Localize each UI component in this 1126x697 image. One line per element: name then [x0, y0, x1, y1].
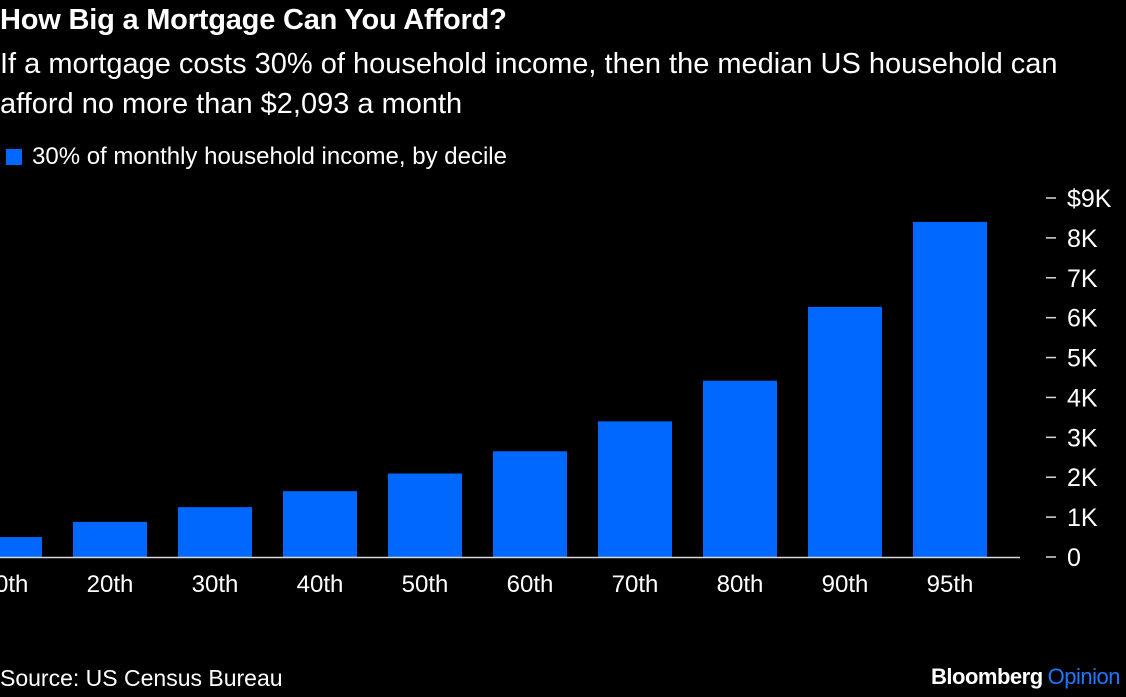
bar-95th — [913, 221, 987, 557]
bar-50th — [388, 473, 462, 557]
x-tick-label: 30th — [192, 571, 239, 598]
chart-title: How Big a Mortgage Can You Afford? — [0, 4, 507, 36]
bloomberg-opinion-logo: Bloomberg Opinion — [931, 664, 1120, 690]
x-tick-label: 60th — [507, 571, 554, 598]
x-tick-label: 95th — [927, 571, 974, 598]
x-tick-label: 50th — [402, 571, 449, 598]
x-tick-label: 20th — [87, 571, 134, 598]
logo-suffix: Opinion — [1047, 664, 1121, 689]
x-tick-label: 70th — [612, 571, 659, 598]
bar-20th — [73, 521, 147, 557]
y-tick-label: 4K — [1067, 384, 1098, 412]
bar-60th — [493, 451, 567, 557]
x-tick-label: 90th — [822, 571, 869, 598]
y-tick-label: 1K — [1067, 504, 1098, 532]
x-tick-label: 10th — [0, 571, 28, 598]
y-tick-label: 8K — [1067, 225, 1098, 253]
chart-subtitle: If a mortgage costs 30% of household inc… — [0, 48, 1058, 120]
legend: 30% of monthly household income, by deci… — [6, 143, 507, 171]
bar-90th — [808, 306, 882, 557]
x-tick-label: 40th — [297, 571, 344, 598]
y-tick-label: 2K — [1067, 464, 1098, 492]
bar-40th — [283, 491, 357, 557]
x-tick-label: 80th — [717, 571, 764, 598]
y-tick-label: 3K — [1067, 424, 1098, 452]
y-tick-label: 6K — [1067, 305, 1098, 333]
y-tick-label: 7K — [1067, 265, 1098, 293]
logo-brand: Bloomberg — [931, 664, 1043, 689]
bar-70th — [598, 421, 672, 557]
y-tick-label: 5K — [1067, 345, 1098, 373]
bar-30th — [178, 507, 252, 557]
legend-swatch — [6, 149, 22, 165]
y-tick-label: $9K — [1067, 185, 1112, 213]
legend-label: 30% of monthly household income, by deci… — [32, 143, 507, 170]
bar-10th — [0, 537, 42, 557]
source-note: Source: US Census Bureau — [0, 665, 283, 691]
y-tick-label: 0 — [1067, 544, 1081, 572]
bar-80th — [703, 380, 777, 557]
